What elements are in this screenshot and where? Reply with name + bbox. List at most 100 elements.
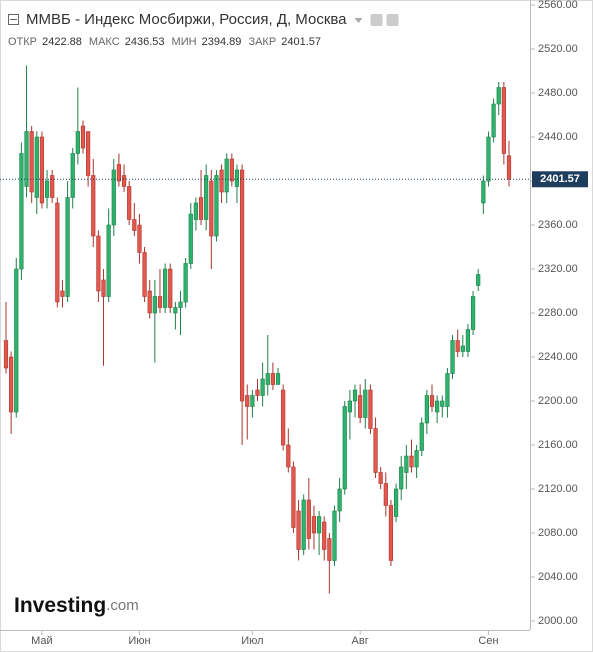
candle-body [55, 202, 60, 303]
candle-body [3, 340, 9, 369]
candle-body [347, 400, 352, 413]
candle-body [245, 395, 250, 407]
candle-body [224, 158, 229, 193]
candle-body [363, 389, 368, 418]
candle-body [455, 340, 460, 352]
candle-body [435, 400, 440, 413]
candle-body [39, 136, 45, 204]
y-tick-label: 2240.00 [538, 351, 578, 363]
x-tick-label: Июн [128, 635, 150, 647]
candle-body [476, 274, 481, 286]
candle-body [173, 307, 178, 314]
ohlc-value: 2401.57 [281, 36, 321, 48]
logo-name: Investing [14, 594, 106, 617]
candle-body [378, 472, 383, 484]
candle-body [460, 345, 465, 352]
candle-body [137, 224, 142, 253]
candle-body [424, 395, 429, 424]
candle-body [286, 444, 291, 468]
candle-body [337, 488, 342, 512]
candle-body [358, 395, 363, 418]
candle-body [132, 219, 137, 231]
candle-body [275, 373, 281, 385]
candle-body [29, 131, 34, 193]
candle-body [19, 153, 24, 270]
y-tick-label: 2200.00 [538, 395, 578, 407]
candle-body [322, 521, 327, 550]
logo: Investing.com [14, 594, 139, 617]
x-tick-label: Июл [241, 635, 263, 647]
candle-body [255, 389, 260, 396]
y-tick-label: 2120.00 [538, 483, 578, 495]
settings-icon[interactable] [370, 14, 383, 26]
candle-body [470, 296, 476, 330]
candle-body [327, 538, 332, 561]
ohlc-label: ЗАКР [248, 36, 276, 48]
candle-body [60, 290, 65, 297]
candle-body [481, 180, 486, 204]
y-tick-label: 2480.00 [538, 87, 578, 99]
close-icon[interactable] [386, 14, 399, 26]
y-tick-label: 2280.00 [538, 307, 578, 319]
candle-body [14, 268, 19, 413]
y-tick-label: 2000.00 [538, 615, 578, 627]
candle-body [486, 136, 491, 182]
candle-body [96, 235, 101, 292]
chart-title: ММВБ - Индекс Мосбиржи, Россия, Д, Москв… [26, 11, 347, 28]
candle-body [306, 499, 311, 539]
last-price-tag [532, 171, 588, 188]
candle-body [86, 131, 91, 176]
candle-body [152, 296, 157, 314]
candle-body [44, 180, 50, 198]
y-tick-label: 2440.00 [538, 131, 578, 143]
candle-body [168, 268, 173, 308]
candle-body [301, 499, 306, 550]
ohlc-label: МИН [172, 36, 197, 48]
candle-body [209, 180, 214, 237]
candle-body [188, 213, 193, 264]
candle-body [291, 466, 296, 528]
ohlc-value: 2394.89 [202, 36, 242, 48]
candle-body [127, 186, 132, 220]
y-tick-label: 2560.00 [538, 0, 578, 11]
candle-body [393, 488, 399, 517]
y-tick-label: 2520.00 [538, 43, 578, 55]
ohlc-header: ОТКР 2422.88 МАКС 2436.53 МИН 2394.89 ЗА… [8, 36, 321, 48]
candle-body [429, 395, 435, 407]
x-tick-label: Май [31, 635, 53, 647]
candle-body [193, 202, 199, 220]
dropdown-icon[interactable] [354, 18, 363, 23]
candle-body [506, 155, 512, 180]
ohlc-label: ОТКР [8, 36, 37, 48]
y-tick-label: 2040.00 [538, 571, 578, 583]
ohlc-value: 2436.53 [125, 36, 165, 48]
candle-body [332, 510, 337, 561]
candle-body [70, 153, 75, 198]
candle-body [373, 428, 378, 473]
candle-body [352, 389, 358, 402]
candle-body [178, 301, 183, 308]
collapse-icon[interactable] [8, 14, 19, 25]
candle-body [121, 175, 127, 187]
y-tick-label: 2080.00 [538, 527, 578, 539]
candle-body [501, 87, 506, 154]
candle-body [147, 290, 152, 314]
candle-body [450, 340, 455, 374]
candle-body [198, 197, 204, 220]
y-tick-label: 2160.00 [538, 439, 578, 451]
candle-body [183, 263, 188, 303]
candle-body [399, 466, 404, 490]
candle-body [91, 175, 96, 237]
ohlc-label: МАКС [89, 36, 120, 48]
candle-body [214, 175, 219, 237]
candle-body [316, 516, 322, 534]
candle-body [229, 158, 234, 182]
candle-body [234, 169, 240, 187]
candle-body [265, 373, 270, 385]
candle-body [142, 252, 147, 297]
candle-body [414, 450, 419, 468]
candle-body [50, 175, 55, 198]
candle-body [368, 389, 373, 429]
x-tick-label: Авг [352, 635, 369, 647]
